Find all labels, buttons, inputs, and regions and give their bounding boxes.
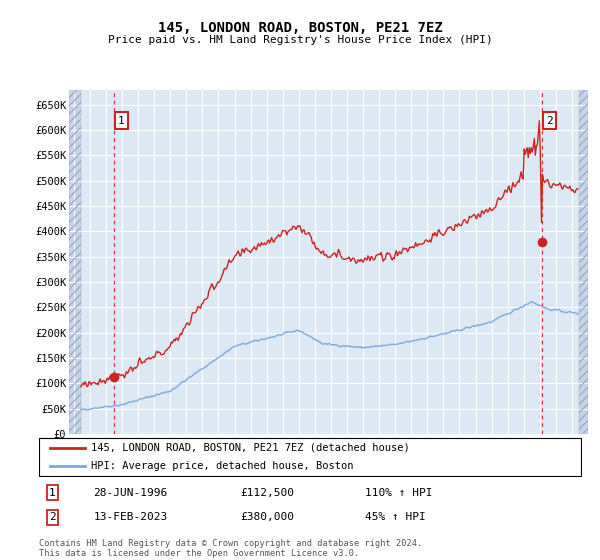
Text: 145, LONDON ROAD, BOSTON, PE21 7EZ: 145, LONDON ROAD, BOSTON, PE21 7EZ — [158, 21, 442, 35]
Text: HPI: Average price, detached house, Boston: HPI: Average price, detached house, Bost… — [91, 461, 353, 471]
Text: 110% ↑ HPI: 110% ↑ HPI — [365, 488, 432, 498]
FancyBboxPatch shape — [39, 437, 581, 477]
Text: £380,000: £380,000 — [240, 512, 294, 522]
Text: Contains HM Land Registry data © Crown copyright and database right 2024.
This d: Contains HM Land Registry data © Crown c… — [39, 539, 422, 558]
Bar — [69, 90, 80, 434]
Text: 45% ↑ HPI: 45% ↑ HPI — [365, 512, 425, 522]
Bar — [578, 90, 588, 434]
Text: 1: 1 — [118, 115, 124, 125]
Text: £112,500: £112,500 — [240, 488, 294, 498]
Text: 2: 2 — [49, 512, 56, 522]
Bar — [69, 90, 80, 434]
Text: 1: 1 — [49, 488, 56, 498]
Text: 13-FEB-2023: 13-FEB-2023 — [94, 512, 167, 522]
Text: 28-JUN-1996: 28-JUN-1996 — [94, 488, 167, 498]
Text: Price paid vs. HM Land Registry's House Price Index (HPI): Price paid vs. HM Land Registry's House … — [107, 35, 493, 45]
Bar — [578, 90, 588, 434]
Text: 2: 2 — [546, 115, 553, 125]
Text: 145, LONDON ROAD, BOSTON, PE21 7EZ (detached house): 145, LONDON ROAD, BOSTON, PE21 7EZ (deta… — [91, 443, 409, 452]
